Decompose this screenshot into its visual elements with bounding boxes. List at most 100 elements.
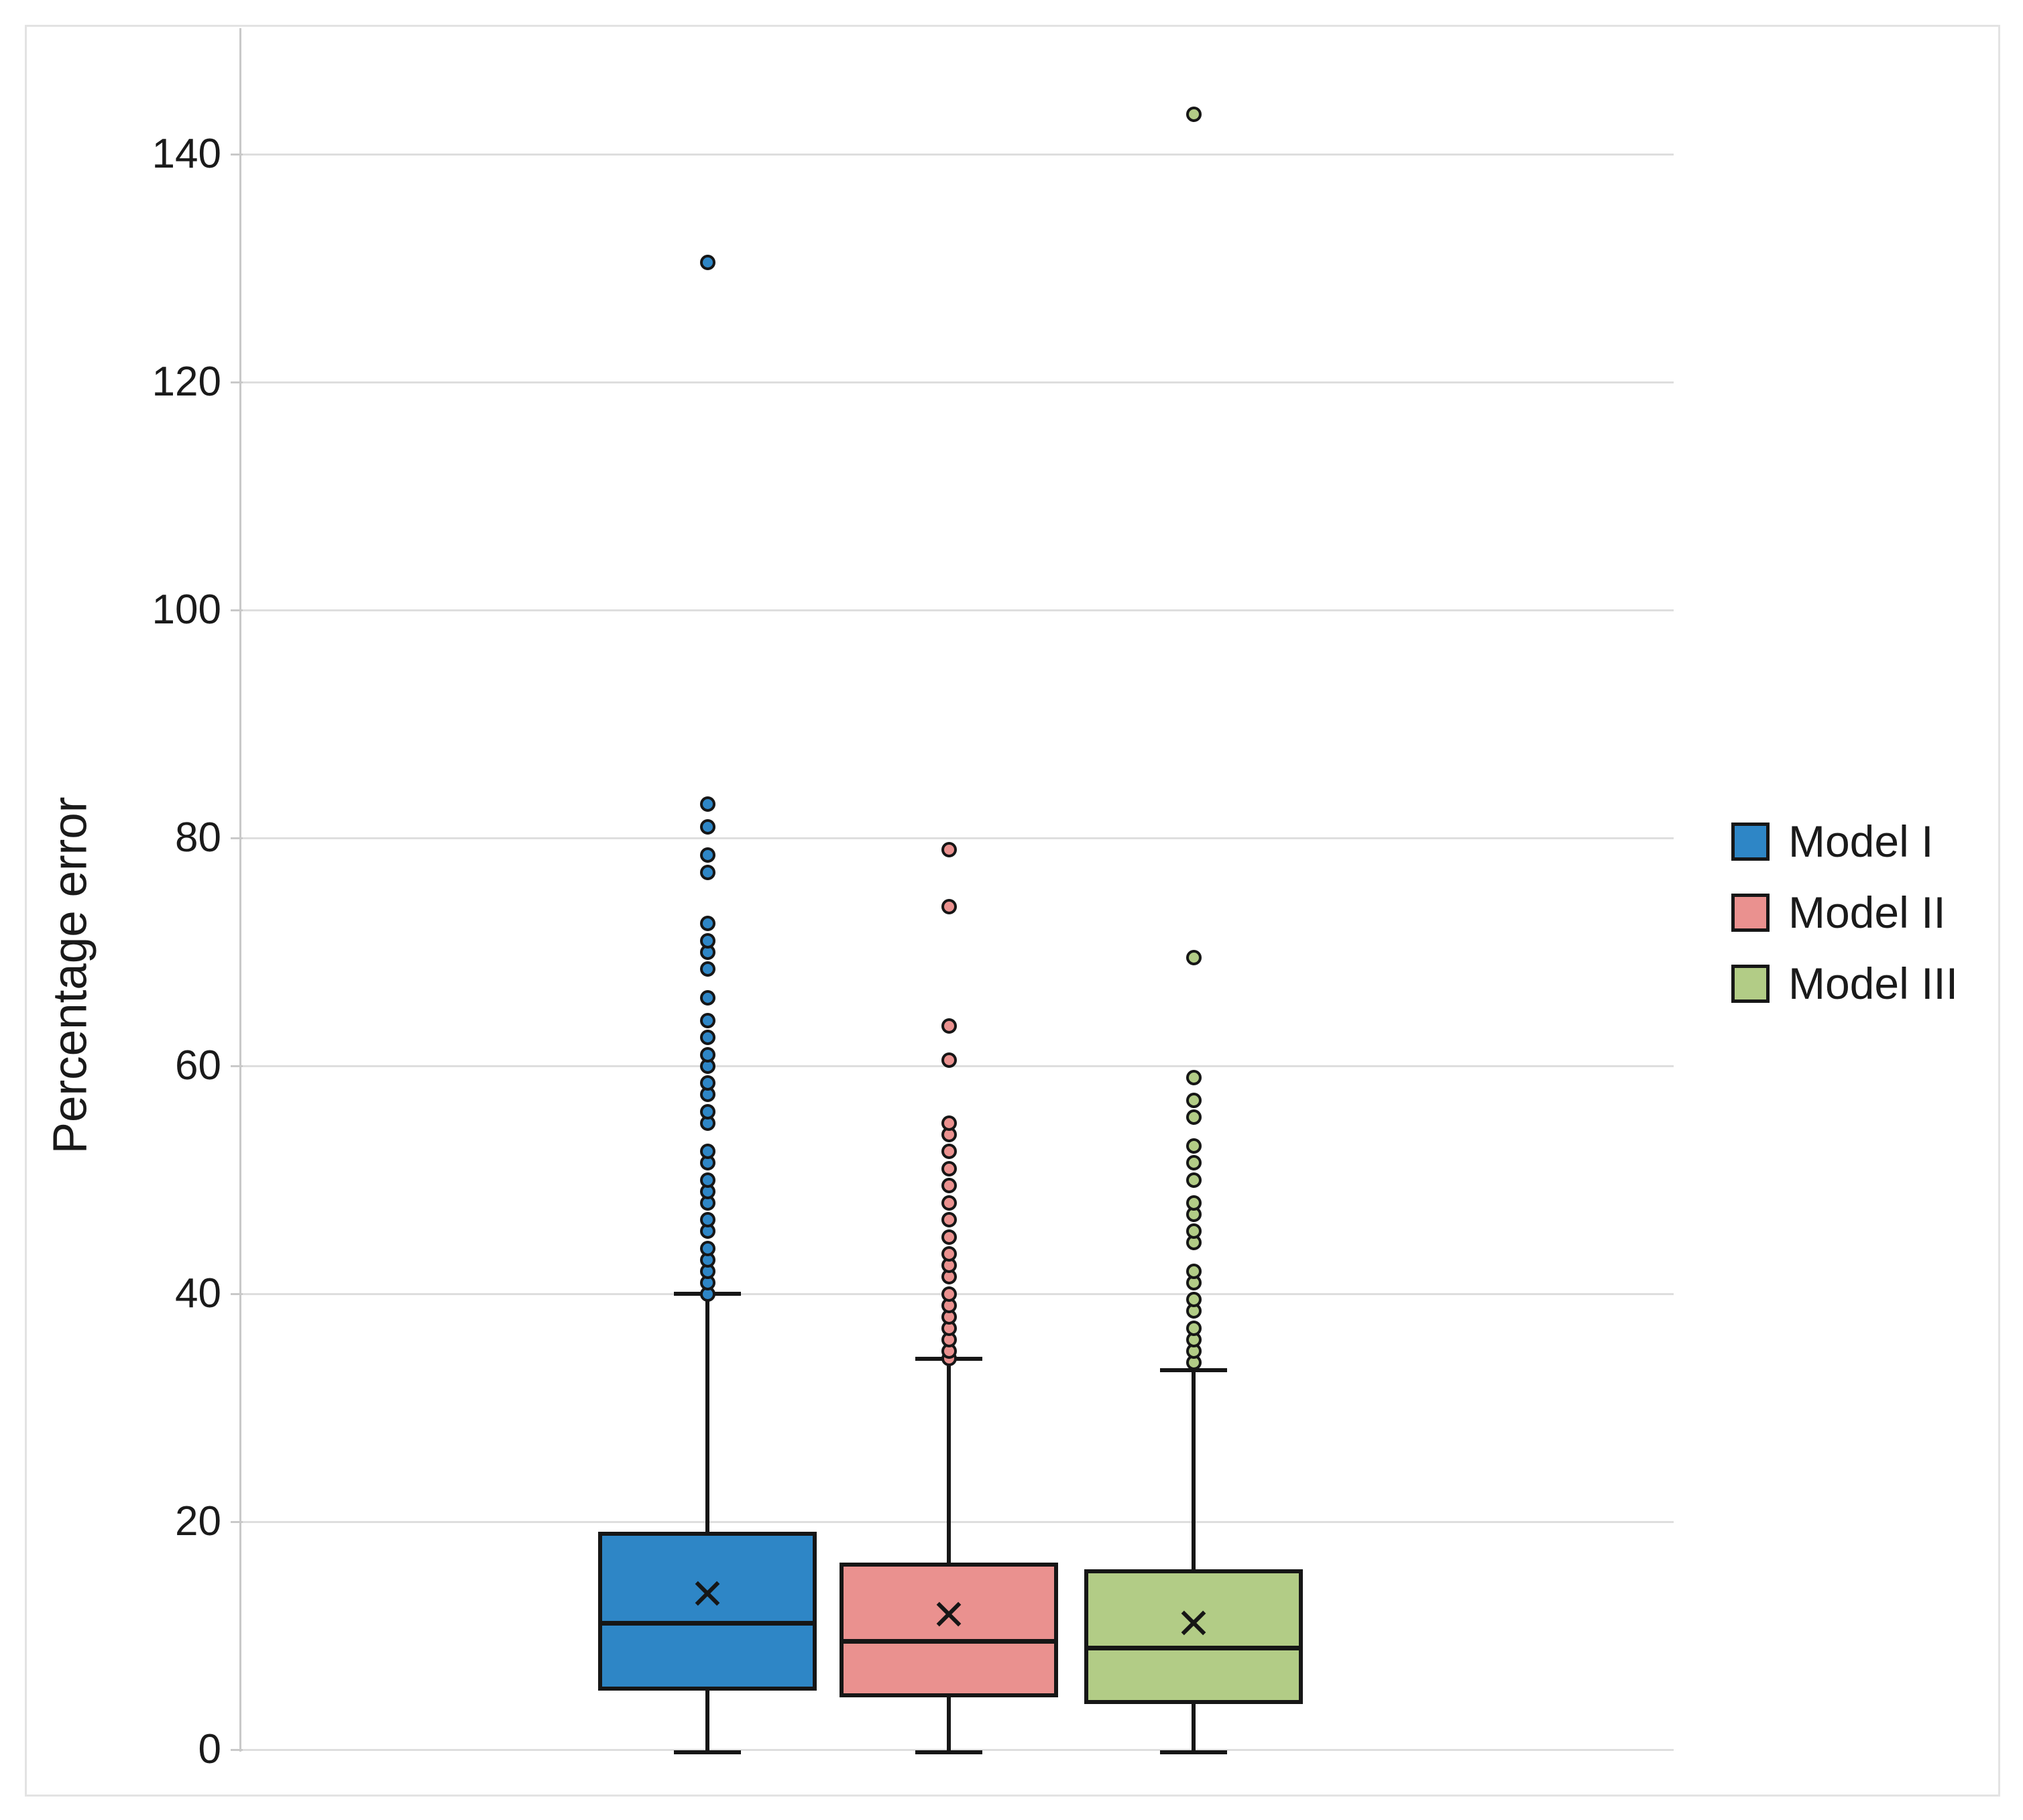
upper-whisker-cap	[1160, 1368, 1227, 1372]
legend-item-2: Model II	[1731, 877, 1946, 948]
figure-panel-border	[25, 25, 2000, 1797]
outlier-point	[1186, 1263, 1202, 1279]
outlier-point	[699, 961, 715, 977]
y-gridline	[241, 1748, 1674, 1751]
outlier-point	[699, 1046, 715, 1063]
y-tick	[231, 609, 243, 611]
outlier-point	[1186, 950, 1202, 965]
outlier-point	[941, 1115, 957, 1131]
upper-whisker-line	[1192, 1370, 1196, 1570]
outlier-point	[941, 1160, 957, 1176]
outlier-point	[699, 1075, 715, 1091]
y-tick	[231, 837, 243, 839]
y-axis-title: Percentage error	[44, 796, 97, 1154]
outlier-point	[699, 1012, 715, 1028]
outlier-point	[941, 1286, 957, 1302]
outlier-point	[699, 932, 715, 949]
median-line	[598, 1620, 817, 1626]
y-tick	[231, 1292, 243, 1295]
y-tick-label: 120	[152, 359, 221, 405]
outlier-point	[699, 1144, 715, 1159]
y-tick	[231, 1065, 243, 1067]
outlier-point	[1186, 1109, 1202, 1125]
y-tick-label: 100	[152, 587, 221, 633]
y-tick-label: 40	[175, 1270, 221, 1317]
legend-swatch	[1731, 822, 1770, 861]
outlier-point	[1186, 1172, 1202, 1188]
outlier-point	[1186, 1292, 1202, 1307]
outlier-point	[1186, 1069, 1202, 1085]
legend-label: Model I	[1788, 816, 1934, 866]
legend-item-1: Model I	[1731, 806, 1933, 877]
iqr-box	[840, 1563, 1058, 1697]
outlier-point	[699, 255, 715, 270]
outlier-point	[941, 1212, 957, 1227]
y-gridline	[241, 1065, 1674, 1067]
outlier-point	[941, 1195, 957, 1211]
y-gridline	[241, 153, 1674, 156]
y-tick	[231, 1748, 243, 1751]
y-tick-label: 20	[175, 1498, 221, 1544]
mean-marker	[692, 1578, 723, 1609]
y-gridline	[241, 381, 1674, 383]
outlier-point	[941, 1144, 957, 1159]
lower-whisker-line	[947, 1697, 951, 1752]
outlier-point	[699, 796, 715, 812]
y-tick-label: 80	[175, 814, 221, 861]
outlier-point	[1186, 107, 1202, 122]
y-tick	[231, 153, 243, 156]
y-tick-label: 0	[198, 1726, 221, 1772]
outlier-point	[699, 1172, 715, 1188]
legend-label: Model III	[1788, 959, 1959, 1008]
outlier-point	[699, 1212, 715, 1227]
outlier-point	[1186, 1195, 1202, 1211]
outlier-point	[941, 898, 957, 914]
lower-whisker-cap	[674, 1750, 741, 1754]
legend-swatch	[1731, 964, 1770, 1003]
outlier-point	[941, 1246, 957, 1262]
outlier-point	[1186, 1092, 1202, 1108]
upper-whisker-line	[947, 1358, 951, 1563]
outlier-point	[699, 1103, 715, 1119]
outlier-point	[699, 916, 715, 931]
outlier-point	[941, 1229, 957, 1245]
y-axis-line	[239, 28, 241, 1752]
legend-item-3: Model III	[1731, 948, 1958, 1019]
outlier-point	[699, 818, 715, 835]
median-line	[840, 1639, 1058, 1644]
mean-marker	[933, 1599, 964, 1630]
y-tick	[231, 381, 243, 383]
y-gridline	[241, 837, 1674, 839]
legend-swatch	[1731, 893, 1770, 932]
mean-marker	[1178, 1607, 1209, 1638]
outlier-point	[941, 1052, 957, 1068]
y-tick	[231, 1520, 243, 1523]
outlier-point	[699, 1030, 715, 1045]
outlier-point	[699, 989, 715, 1006]
outlier-point	[699, 864, 715, 880]
lower-whisker-line	[1192, 1704, 1196, 1752]
lower-whisker-line	[705, 1690, 709, 1752]
outlier-point	[1186, 1223, 1202, 1239]
outlier-point	[1186, 1138, 1202, 1154]
outlier-point	[1186, 1155, 1202, 1170]
y-gridline	[241, 1520, 1674, 1523]
lower-whisker-cap	[915, 1750, 982, 1754]
outlier-point	[699, 847, 715, 863]
outlier-point	[699, 1240, 715, 1256]
outlier-point	[941, 1178, 957, 1193]
outlier-point	[941, 1018, 957, 1034]
outlier-point	[941, 841, 957, 857]
lower-whisker-cap	[1160, 1750, 1227, 1754]
y-tick-label: 140	[152, 131, 221, 177]
y-gridline	[241, 609, 1674, 611]
upper-whisker-line	[705, 1294, 709, 1532]
y-gridline	[241, 1292, 1674, 1295]
y-tick-label: 60	[175, 1042, 221, 1089]
iqr-box	[1084, 1569, 1303, 1704]
median-line	[1084, 1646, 1303, 1651]
outlier-point	[1186, 1320, 1202, 1336]
iqr-box	[598, 1532, 817, 1691]
legend-label: Model II	[1788, 888, 1946, 937]
